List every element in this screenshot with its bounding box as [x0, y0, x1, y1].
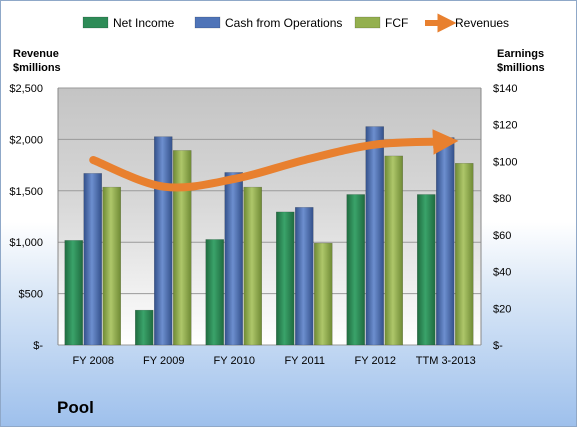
bar-cash-from-operations	[154, 136, 173, 346]
right-tick-label: $140	[493, 83, 517, 95]
right-tick-label: $120	[493, 120, 517, 132]
left-tick-label: $2,000	[9, 134, 43, 146]
bar-cash-from-operations	[295, 207, 314, 346]
right-tick-label: $40	[493, 267, 511, 279]
bar-fcf	[384, 155, 403, 346]
left-tick-label: $2,500	[9, 83, 43, 95]
x-tick-label: TTM 3-2013	[416, 355, 476, 367]
legend-label: Revenues	[455, 16, 509, 30]
right-axis-title-line1: Earnings	[497, 48, 545, 60]
left-axis-title-line2: $millions	[13, 62, 61, 74]
right-tick-label: $100	[493, 156, 517, 168]
bar-net-income	[346, 194, 365, 346]
bar-cash-from-operations	[436, 137, 455, 346]
company-name: Pool	[57, 398, 94, 417]
legend-label: FCF	[385, 16, 408, 30]
right-axis-title-line2: $millions	[497, 62, 545, 74]
bar-fcf	[173, 150, 192, 346]
right-tick-label: $80	[493, 193, 511, 205]
revenue-line	[89, 129, 459, 192]
right-tick-label: $-	[493, 340, 503, 352]
bar-fcf	[243, 186, 262, 346]
left-axis-title-line1: Revenue	[13, 48, 59, 60]
bar-cash-from-operations	[83, 173, 102, 346]
bar-net-income	[205, 239, 224, 346]
revenue-line-layer	[89, 129, 459, 192]
gridlines	[57, 87, 482, 346]
left-tick-label: $500	[19, 289, 43, 301]
right-tick-label: $60	[493, 230, 511, 242]
bar-net-income	[135, 309, 154, 346]
bar-cash-from-operations	[224, 172, 243, 346]
legend-swatch	[194, 16, 221, 29]
axis-ticks: $- $500 $1,000 $1,500 $2,000 $2,500 $- $20 $40 $6…	[9, 83, 517, 367]
bar-net-income	[64, 240, 83, 346]
left-tick-label: $1,500	[9, 186, 43, 198]
x-tick-label: FY 2008	[73, 355, 114, 367]
bar-fcf	[102, 186, 121, 346]
x-tick-label: FY 2010	[214, 355, 255, 367]
plot-area	[58, 88, 481, 345]
left-axis-title: Revenue $millions	[13, 47, 61, 75]
bar-net-income	[276, 211, 295, 346]
bar-net-income	[417, 194, 436, 346]
bar-fcf	[314, 242, 333, 346]
right-tick-label: $20	[493, 303, 511, 315]
legend-label: Cash from Operations	[225, 16, 342, 30]
x-tick-label: FY 2009	[143, 355, 184, 367]
bars	[64, 126, 474, 346]
legend-swatch	[82, 16, 109, 29]
bar-fcf	[455, 163, 474, 346]
x-tick-label: FY 2012	[355, 355, 396, 367]
right-axis-title: Earnings $millions	[497, 47, 545, 75]
x-tick-label: FY 2011	[284, 355, 325, 367]
left-tick-label: $-	[33, 340, 43, 352]
left-tick-label: $1,000	[9, 237, 43, 249]
legend: Net Income Cash from Operations FCF Revenue…	[82, 13, 509, 33]
bar-cash-from-operations	[365, 126, 384, 346]
legend-swatch	[354, 16, 381, 29]
legend-label: Net Income	[113, 16, 175, 30]
